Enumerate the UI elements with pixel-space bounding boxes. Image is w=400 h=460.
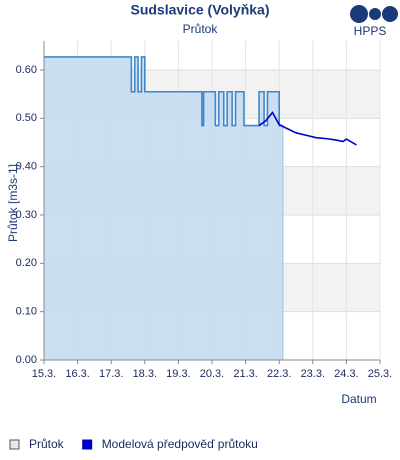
y-tick-label: 0.10: [16, 306, 37, 318]
logo-circle: [382, 6, 398, 22]
logo-circle: [350, 5, 368, 23]
x-tick-label: 22.3.: [267, 368, 291, 380]
y-tick-label: 0.60: [16, 64, 37, 76]
logo: HPPS: [350, 5, 398, 38]
y-tick-label: 0.30: [16, 209, 37, 221]
line: [258, 111, 357, 146]
chart-title: Sudslavice (Volyňka): [130, 2, 269, 18]
y-tick-label: 0.00: [16, 354, 37, 366]
legend-swatch: [9, 439, 20, 450]
chart-subtitle: Průtok: [183, 22, 219, 36]
x-axis-label: Datum: [341, 392, 376, 406]
x-tick-label: 24.3.: [334, 368, 358, 380]
x-tick-label: 16.3.: [65, 368, 89, 380]
y-tick-label: 0.40: [16, 161, 37, 173]
x-tick-label: 21.3.: [233, 368, 257, 380]
legend-swatch: [82, 439, 93, 450]
x-tick-label: 20.3.: [200, 368, 224, 380]
legend-label: Průtok: [29, 437, 65, 451]
x-tick-label: 25.3.: [368, 368, 392, 380]
x-tick-label: 23.3.: [301, 368, 325, 380]
y-axis-label: Průtok [m3s-1]: [6, 164, 20, 242]
y-tick-label: 0.50: [16, 112, 37, 124]
logo-circle: [369, 8, 381, 20]
y-tick-label: 0.20: [16, 257, 37, 269]
logo-text: HPPS: [354, 24, 387, 38]
x-tick-label: 19.3.: [166, 368, 190, 380]
line: [44, 56, 283, 127]
x-tick-label: 17.3.: [99, 368, 123, 380]
legend-label: Modelová předpověď průtoku: [102, 437, 258, 451]
x-tick-label: 18.3.: [133, 368, 157, 380]
x-tick-label: 15.3.: [32, 368, 56, 380]
area: [44, 56, 283, 360]
